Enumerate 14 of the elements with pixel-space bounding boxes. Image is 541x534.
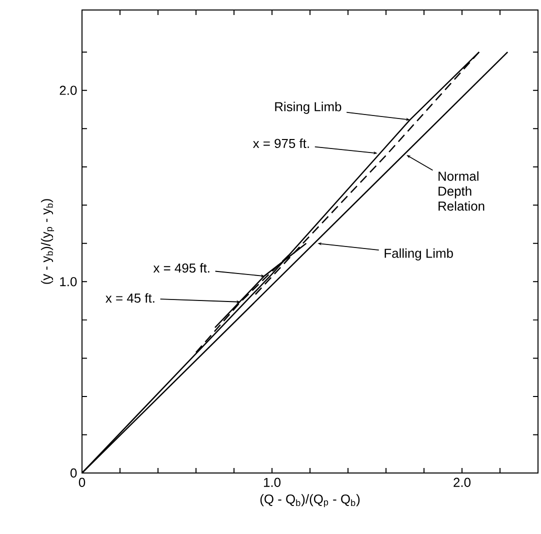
annotation: x = 45 ft. <box>106 293 154 303</box>
y-tick-label: 1.0 <box>60 277 77 286</box>
y-tick-label: 2.0 <box>60 86 77 95</box>
annotation: Rising Limb <box>275 102 342 114</box>
y-tick-label: 0 <box>70 468 77 478</box>
annotation: x = 495 ft. <box>153 263 210 273</box>
annotation: Normal Depth Relation <box>438 171 484 211</box>
x-tick-label: 1.0 <box>264 478 281 487</box>
y-axis-title: (y - y$_{b}$)/(y$_{p}$ - y$_{b}$) <box>40 199 54 284</box>
x-tick-label: 2.0 <box>454 478 471 487</box>
annotation: Falling Limb <box>384 248 453 260</box>
x-axis-title: (Q - Q$_{b}$)/(Q$_{p}$ - Q$_{b}$) <box>260 494 360 508</box>
annotation: x = 975 ft. <box>252 138 309 148</box>
x-tick-label: 0 <box>78 478 86 487</box>
